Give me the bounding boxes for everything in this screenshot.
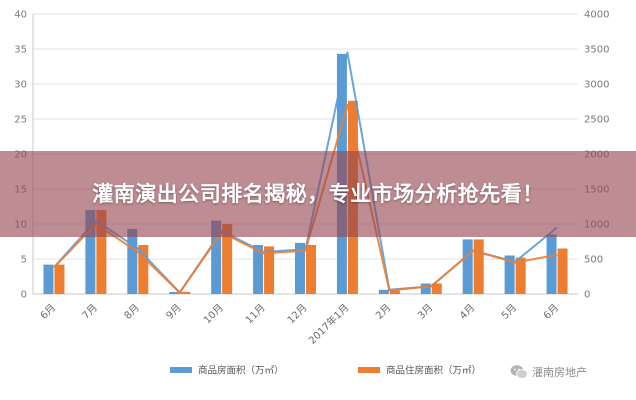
- bar-residential-area: [306, 245, 316, 294]
- y-right-tick-label: 3500: [584, 45, 609, 56]
- bar-commercial-area: [462, 239, 473, 294]
- x-tick-label: 2月: [373, 302, 393, 322]
- bar-commercial-area: [253, 245, 264, 294]
- watermark-text: 灌南房地产: [532, 366, 587, 379]
- y-left-tick-label: 5: [21, 255, 27, 266]
- watermark: 灌南房地产: [510, 362, 587, 382]
- bar-commercial-area: [127, 228, 138, 294]
- bar-residential-area: [389, 290, 400, 294]
- x-tick-label: 11月: [243, 302, 268, 327]
- bar-residential-area: [473, 239, 484, 294]
- y-left-tick-label: 35: [14, 45, 27, 56]
- legend-swatch: [170, 367, 192, 373]
- x-tick-label: 7月: [80, 302, 100, 322]
- legend-label: 商品住房面积（万㎡）: [386, 365, 481, 377]
- y-left-tick-label: 30: [14, 80, 27, 91]
- bar-residential-area: [54, 264, 65, 294]
- legend-label: 商品房面积（万㎡）: [198, 365, 284, 377]
- x-tick-label: 2017年1月: [306, 301, 352, 347]
- bar-residential-area: [431, 283, 442, 294]
- wechat-icon: [510, 365, 528, 379]
- x-tick-label: 8月: [122, 302, 142, 322]
- bar-commercial-area: [211, 220, 222, 294]
- bar-commercial-area: [169, 291, 180, 294]
- y-right-tick-label: 0: [584, 290, 590, 301]
- x-tick-label: 12月: [285, 302, 310, 327]
- bar-residential-area: [222, 224, 233, 294]
- x-tick-label: 6月: [541, 302, 561, 322]
- title-banner: 灌南演出公司排名揭秘，专业市场分析抢先看！: [0, 151, 636, 237]
- bar-residential-area: [557, 248, 568, 294]
- bar-residential-area: [264, 246, 275, 294]
- x-tick-label: 5月: [499, 302, 519, 322]
- x-tick-label: 4月: [457, 302, 477, 322]
- y-right-tick-label: 2500: [584, 115, 609, 126]
- y-right-tick-label: 500: [584, 255, 603, 266]
- y-left-tick-label: 0: [21, 290, 27, 301]
- bar-commercial-area: [43, 264, 54, 294]
- y-left-tick-label: 25: [14, 115, 27, 126]
- line-residential-price: [53, 104, 558, 294]
- banner-title: 灌南演出公司排名揭秘，专业市场分析抢先看！: [92, 182, 544, 206]
- bar-residential-area: [515, 257, 526, 294]
- x-tick-label: 10月: [201, 302, 226, 327]
- bar-residential-area: [138, 245, 149, 294]
- bar-commercial-area: [295, 242, 305, 294]
- bar-commercial-area: [85, 210, 96, 294]
- bar-commercial-area: [504, 255, 515, 294]
- y-right-tick-label: 4000: [584, 10, 609, 21]
- x-tick-label: 3月: [415, 302, 435, 322]
- bar-commercial-area: [546, 234, 557, 294]
- bar-residential-area: [96, 210, 107, 294]
- legend-swatch: [358, 367, 380, 373]
- y-left-tick-label: 40: [14, 10, 27, 21]
- bar-residential-area: [180, 291, 191, 294]
- bar-commercial-area: [420, 283, 431, 294]
- x-tick-label: 9月: [164, 302, 184, 322]
- bar-commercial-area: [378, 289, 389, 294]
- x-tick-label: 6月: [38, 302, 58, 322]
- y-right-tick-label: 3000: [584, 80, 609, 91]
